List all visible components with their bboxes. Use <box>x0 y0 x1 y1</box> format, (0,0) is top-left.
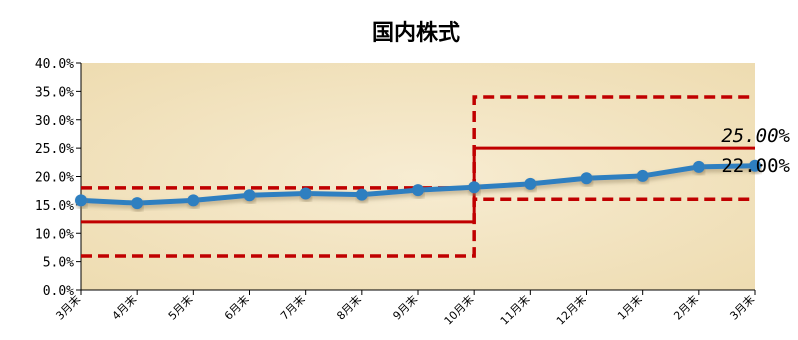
data-point <box>75 194 87 207</box>
x-tick-label: 5月末 <box>165 292 195 322</box>
data-point <box>524 177 537 190</box>
lower-band-line <box>81 197 755 258</box>
data-point <box>299 187 312 200</box>
data-point <box>412 184 424 197</box>
data-point <box>131 197 144 210</box>
x-tick-label: 6月末 <box>221 292 251 322</box>
series <box>75 159 761 210</box>
annotation-label: 22.00% <box>721 155 790 177</box>
data-point <box>749 159 761 172</box>
x-tick-label: 7月末 <box>277 292 307 322</box>
y-tick-label: 20.0% <box>35 171 74 186</box>
axes <box>76 62 756 295</box>
x-tick-label: 3月末 <box>727 292 757 322</box>
y-tick-label: 30.0% <box>35 114 74 129</box>
x-tick-label: 4月末 <box>109 292 139 322</box>
y-tick-label: 5.0% <box>43 256 74 271</box>
annotation-label: 25.00% <box>721 125 790 147</box>
data-point <box>243 189 256 202</box>
data-point <box>187 194 200 207</box>
x-tick-label: 11月末 <box>497 292 532 327</box>
upper-band-line <box>81 95 755 190</box>
data-point <box>355 188 368 201</box>
x-tick-label: 9月末 <box>390 292 420 322</box>
x-tick-label: 8月末 <box>334 292 364 322</box>
chart-title: 国内株式 <box>372 21 460 46</box>
data-point <box>692 160 705 173</box>
x-tick-label: 10月末 <box>441 292 476 327</box>
data-point <box>468 181 481 194</box>
x-tick-label: 12月末 <box>553 292 588 327</box>
y-tick-label: 25.0% <box>35 142 74 157</box>
y-tick-label: 0.0% <box>43 284 74 299</box>
y-tick-label: 10.0% <box>35 227 74 242</box>
x-tick-label: 1月末 <box>614 292 644 322</box>
y-tick-label: 15.0% <box>35 199 74 214</box>
x-tick-label: 2月末 <box>671 292 701 322</box>
data-point <box>580 172 593 185</box>
y-tick-label: 35.0% <box>35 85 74 100</box>
y-tick-label: 40.0% <box>35 57 74 72</box>
annotations: 25.00% 22.00% <box>721 125 790 177</box>
data-point <box>636 169 649 182</box>
